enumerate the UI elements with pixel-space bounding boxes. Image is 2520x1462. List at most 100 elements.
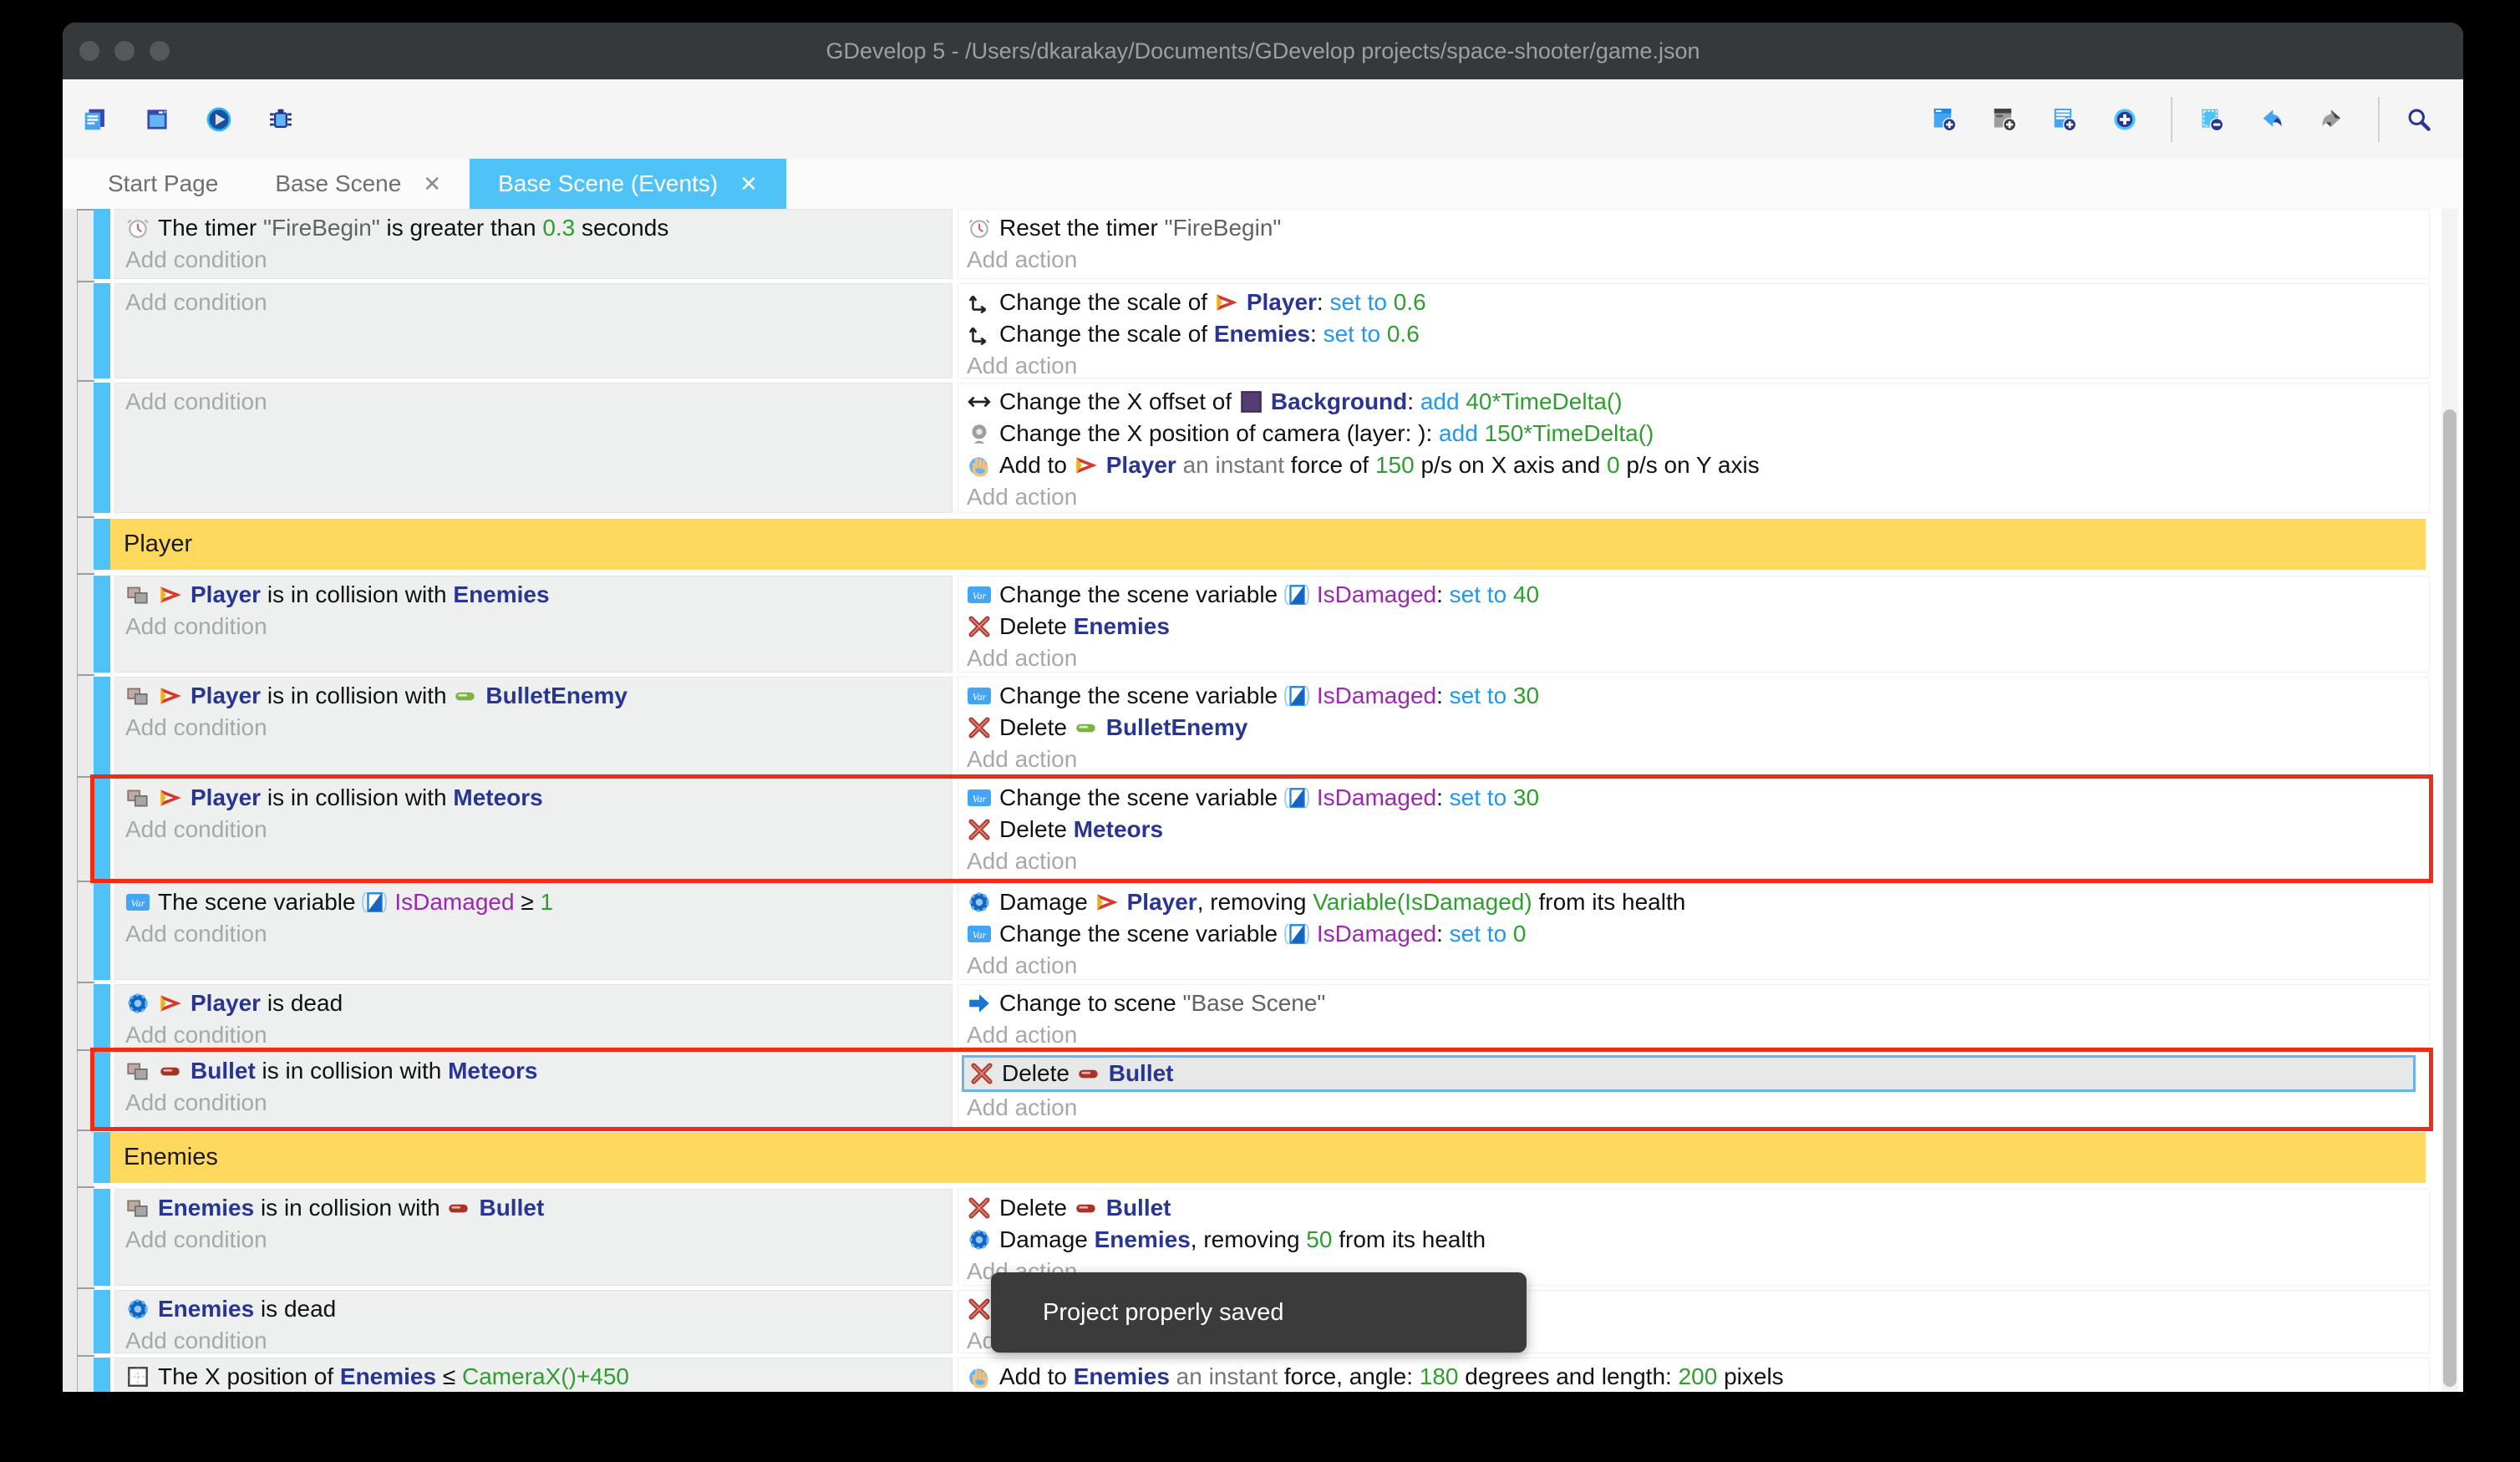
add-action-button[interactable]: Add action — [967, 645, 1078, 671]
add-action-button[interactable]: Add action — [967, 353, 1078, 378]
remove-event-button[interactable] — [2191, 95, 2239, 144]
add-condition-button[interactable]: Add condition — [125, 1022, 267, 1048]
event-drag-bar[interactable] — [94, 383, 110, 513]
group-header-player[interactable]: Player — [110, 519, 2426, 570]
add-subevent-button[interactable] — [2044, 95, 2092, 144]
varbadge-icon — [1284, 921, 1309, 947]
action-line[interactable]: Damage Enemies, removing 50 from its hea… — [967, 1224, 2422, 1256]
tab-base-scene[interactable]: Base Scene ✕ — [246, 159, 470, 209]
action-line[interactable]: Delete BulletEnemy — [967, 712, 2422, 744]
action-line[interactable]: Change the X offset of Background: add 4… — [967, 386, 2422, 418]
scene-window-icon — [145, 107, 170, 132]
event-drag-bar[interactable] — [94, 283, 110, 378]
add-action-button[interactable]: Add action — [967, 746, 1078, 772]
condition-line[interactable]: Enemies is dead — [125, 1293, 943, 1325]
scene-window-button[interactable] — [136, 95, 185, 144]
zoom-window-button[interactable] — [150, 41, 170, 61]
action-line[interactable]: Add to Player an instant force of 150 p/… — [967, 449, 2422, 481]
add-action-button[interactable]: Add action — [967, 1094, 1078, 1120]
event-drag-bar[interactable] — [94, 984, 110, 1048]
group-header-enemies[interactable]: Enemies — [110, 1132, 2426, 1183]
condition-line[interactable]: The timer "FireBegin" is greater than 0.… — [125, 212, 943, 244]
conditions-cell: Player is in collision with Enemies Add c… — [114, 576, 953, 673]
add-condition-button[interactable]: Add condition — [125, 1226, 267, 1252]
action-line[interactable]: Delete Bullet — [967, 1192, 2422, 1224]
event-drag-bar[interactable] — [94, 1189, 110, 1286]
action-line[interactable]: Delete Bullet — [962, 1055, 2416, 1092]
action-line[interactable]: Var Change the scene variable IsDamaged: … — [967, 782, 2422, 814]
action-line[interactable]: Change the X position of camera (layer: … — [967, 418, 2422, 449]
action-line[interactable]: Damage Player, removing Variable(IsDamag… — [967, 886, 2422, 918]
action-line[interactable]: Var Change the scene variable IsDamaged: … — [967, 680, 2422, 712]
add-comment-button[interactable] — [1984, 95, 2032, 144]
project-manager-button[interactable] — [74, 95, 123, 144]
add-condition-button[interactable]: Add condition — [125, 388, 267, 414]
tree-tick — [77, 516, 94, 518]
action-line[interactable]: Add to Enemies an instant force, angle: … — [967, 1361, 2422, 1392]
play-button[interactable] — [198, 95, 246, 144]
add-condition-button[interactable]: Add condition — [125, 816, 267, 842]
minimize-window-button[interactable] — [114, 41, 135, 61]
varbadge-icon — [1284, 785, 1309, 810]
add-action-button[interactable]: Add action — [967, 952, 1078, 978]
add-action-button[interactable]: Add action — [967, 484, 1078, 510]
action-line[interactable] — [967, 1293, 2422, 1325]
collision-icon — [125, 582, 150, 607]
event-drag-bar[interactable] — [94, 1052, 110, 1127]
add-condition-button[interactable]: Add condition — [125, 921, 267, 947]
tab-base-scene-events-[interactable]: Base Scene (Events) ✕ — [470, 159, 786, 209]
conditions-cell: Player is dead Add condition — [114, 984, 953, 1048]
condition-line[interactable]: Player is in collision with Meteors — [125, 782, 943, 814]
conditions-cell: Var The scene variable IsDamaged ≥ 1 Add c… — [114, 883, 953, 980]
action-line[interactable]: Change the scale of Enemies: set to 0.6 — [967, 318, 2422, 350]
add-condition-button[interactable]: Add condition — [125, 714, 267, 740]
action-line[interactable]: Change the scale of Player: set to 0.6 — [967, 287, 2422, 318]
add-condition-button[interactable]: Add condition — [125, 1089, 267, 1115]
redo-button[interactable] — [2311, 95, 2360, 144]
debug-button[interactable] — [260, 95, 308, 144]
action-line[interactable]: Var Change the scene variable IsDamaged: … — [967, 579, 2422, 611]
event-drag-bar[interactable] — [94, 519, 110, 570]
condition-line[interactable]: Player is dead — [125, 987, 943, 1019]
action-line[interactable]: Reset the timer "FireBegin" — [967, 212, 2422, 244]
player-icon — [158, 991, 183, 1016]
scrollbar-thumb[interactable] — [2443, 409, 2456, 1387]
condition-line[interactable]: Bullet is in collision with Meteors — [125, 1055, 943, 1087]
var-icon: Var — [967, 921, 992, 947]
action-line[interactable]: Var Change the scene variable IsDamaged: … — [967, 918, 2422, 950]
condition-line[interactable]: Enemies is in collision with Bullet — [125, 1192, 943, 1224]
close-tab-icon[interactable]: ✕ — [739, 170, 758, 196]
add-action-button[interactable]: Add action — [967, 848, 1078, 874]
delete-icon — [967, 1195, 992, 1221]
event-drag-bar[interactable] — [94, 677, 110, 774]
add-condition-button[interactable]: Add condition — [125, 246, 267, 272]
condition-line[interactable]: Player is in collision with BulletEnemy — [125, 680, 943, 712]
action-line[interactable]: Delete Enemies — [967, 611, 2422, 642]
condition-line[interactable]: Var The scene variable IsDamaged ≥ 1 — [125, 886, 943, 918]
condition-line[interactable]: Player is in collision with Enemies — [125, 579, 943, 611]
close-window-button[interactable] — [79, 41, 99, 61]
search-button[interactable] — [2398, 95, 2446, 144]
action-line[interactable]: Change to scene "Base Scene" — [967, 987, 2422, 1019]
redo-icon — [2319, 107, 2345, 132]
event-drag-bar[interactable] — [94, 1132, 110, 1183]
event-drag-bar[interactable] — [94, 576, 110, 673]
event-drag-bar[interactable] — [94, 779, 110, 879]
event-drag-bar[interactable] — [94, 1290, 110, 1353]
event-drag-bar[interactable] — [94, 1358, 110, 1392]
event-drag-bar[interactable] — [94, 209, 110, 279]
add-event-button[interactable] — [1923, 95, 1972, 144]
event-drag-bar[interactable] — [94, 883, 110, 980]
undo-button[interactable] — [2251, 95, 2299, 144]
add-action-button[interactable]: Add action — [967, 246, 1078, 272]
add-condition-button[interactable]: Add condition — [125, 613, 267, 639]
close-tab-icon[interactable]: ✕ — [423, 170, 442, 196]
add-condition-button[interactable]: Add condition — [125, 289, 267, 315]
action-line[interactable]: Delete Meteors — [967, 814, 2422, 845]
add-circle-button[interactable] — [2104, 95, 2152, 144]
condition-line[interactable]: The X position of Enemies ≤ CameraX()+45… — [125, 1361, 943, 1392]
add-action-button[interactable]: Add action — [967, 1022, 1078, 1048]
conditions-cell: Player is in collision with BulletEnemy A… — [114, 677, 953, 774]
add-condition-button[interactable]: Add condition — [125, 1327, 267, 1353]
tab-start-page[interactable]: Start Page — [79, 159, 246, 209]
